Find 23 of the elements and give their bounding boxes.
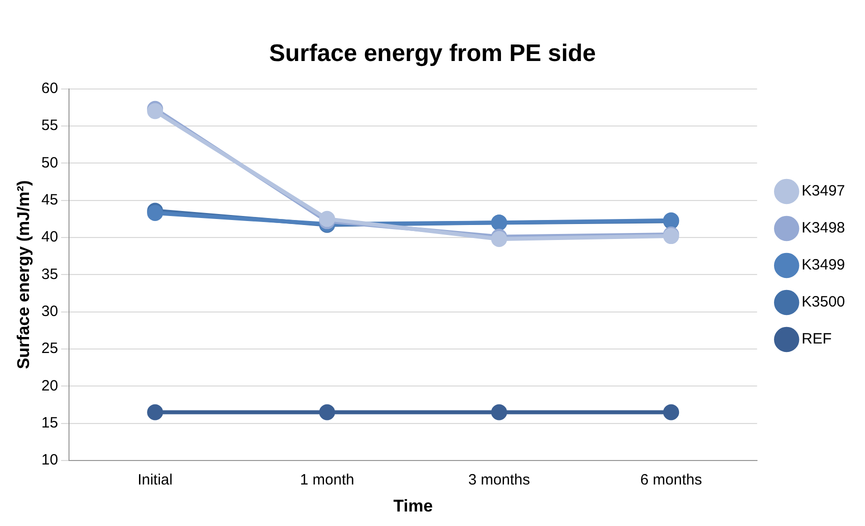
x-tick-label: 3 months [468,472,530,489]
legend-label: K3498 [802,220,845,237]
y-tick-label: 60 [41,80,58,97]
y-tick-label: 45 [41,191,58,208]
y-axis-title: Surface energy (mJ/m²) [14,180,33,370]
legend-label: K3500 [802,294,845,311]
legend-label: K3497 [802,182,845,200]
x-tick-label: 1 month [300,472,354,489]
y-tick-label: 15 [41,414,58,432]
x-axis-title: Time [393,496,433,516]
y-tick-label: 50 [41,154,58,172]
legend-label: K3499 [802,256,845,274]
x-tick-label: Initial [138,472,173,489]
y-tick-label: 30 [41,303,58,320]
legend-label: REF [802,330,832,348]
y-tick-label: 25 [41,340,58,358]
y-tick-label: 20 [41,377,58,394]
y-tick-label: 40 [41,228,58,246]
x-tick-label: 6 months [640,472,702,489]
chart-title: Surface energy from PE side [269,40,596,68]
y-tick-label: 10 [41,452,58,469]
y-tick-label: 55 [41,117,58,134]
y-tick-label: 35 [41,266,58,283]
